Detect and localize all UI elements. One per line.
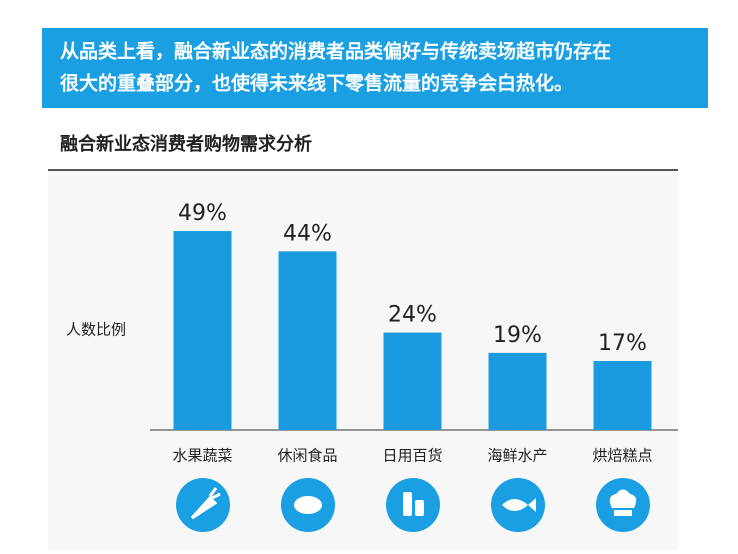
value-label: 49% [178,201,227,226]
bar [383,332,442,430]
banner-line: 从品类上看，融合新业态的消费者品类偏好与传统卖场超市仍存在 [60,40,611,63]
value-label: 44% [283,221,332,246]
banner [42,28,708,108]
banner-line: 很大的重叠部分，也使得未来线下零售流量的竞争会白热化。 [60,72,573,95]
icon-shape [502,498,536,512]
x-tick-label: 海鲜水产 [487,447,547,465]
bar [278,251,337,430]
x-tick-label: 烘焙糕点 [592,447,652,465]
bar [173,231,232,430]
bar [488,352,547,430]
value-label: 17% [598,331,647,356]
icon [386,478,440,532]
icon-shape [294,496,322,514]
x-tick-label: 休闲食品 [277,447,337,465]
icon-shape [415,500,424,516]
value-label: 24% [388,303,437,328]
bar [593,360,652,430]
icons [176,478,650,532]
icon-shape [609,489,637,516]
x-tick-label: 日用百货 [382,447,442,465]
value-label: 19% [493,323,542,348]
x-tick-label: 水果蔬菜 [172,447,232,465]
icon-shape [403,492,412,516]
y-axis-label: 人数比例 [66,321,126,339]
icon-shape [190,487,221,520]
panel [48,170,678,550]
chart-title: 融合新业态消费者购物需求分析 [60,133,312,155]
